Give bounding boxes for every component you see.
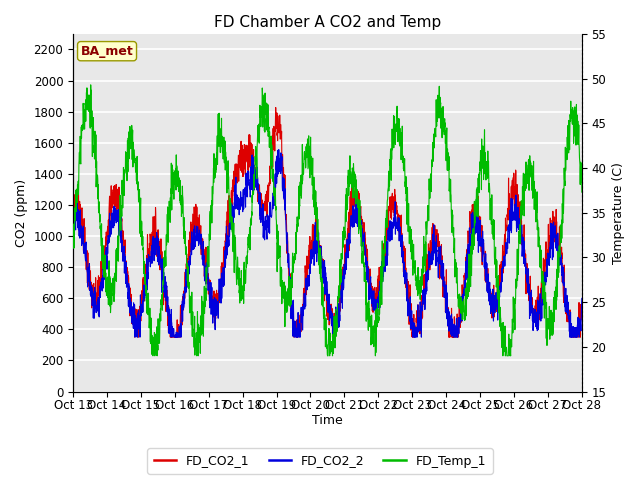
Title: FD Chamber A CO2 and Temp: FD Chamber A CO2 and Temp — [214, 15, 441, 30]
Y-axis label: Temperature (C): Temperature (C) — [612, 162, 625, 264]
Text: BA_met: BA_met — [81, 45, 133, 58]
Legend: FD_CO2_1, FD_CO2_2, FD_Temp_1: FD_CO2_1, FD_CO2_2, FD_Temp_1 — [147, 448, 493, 474]
Y-axis label: CO2 (ppm): CO2 (ppm) — [15, 179, 28, 247]
X-axis label: Time: Time — [312, 414, 343, 427]
